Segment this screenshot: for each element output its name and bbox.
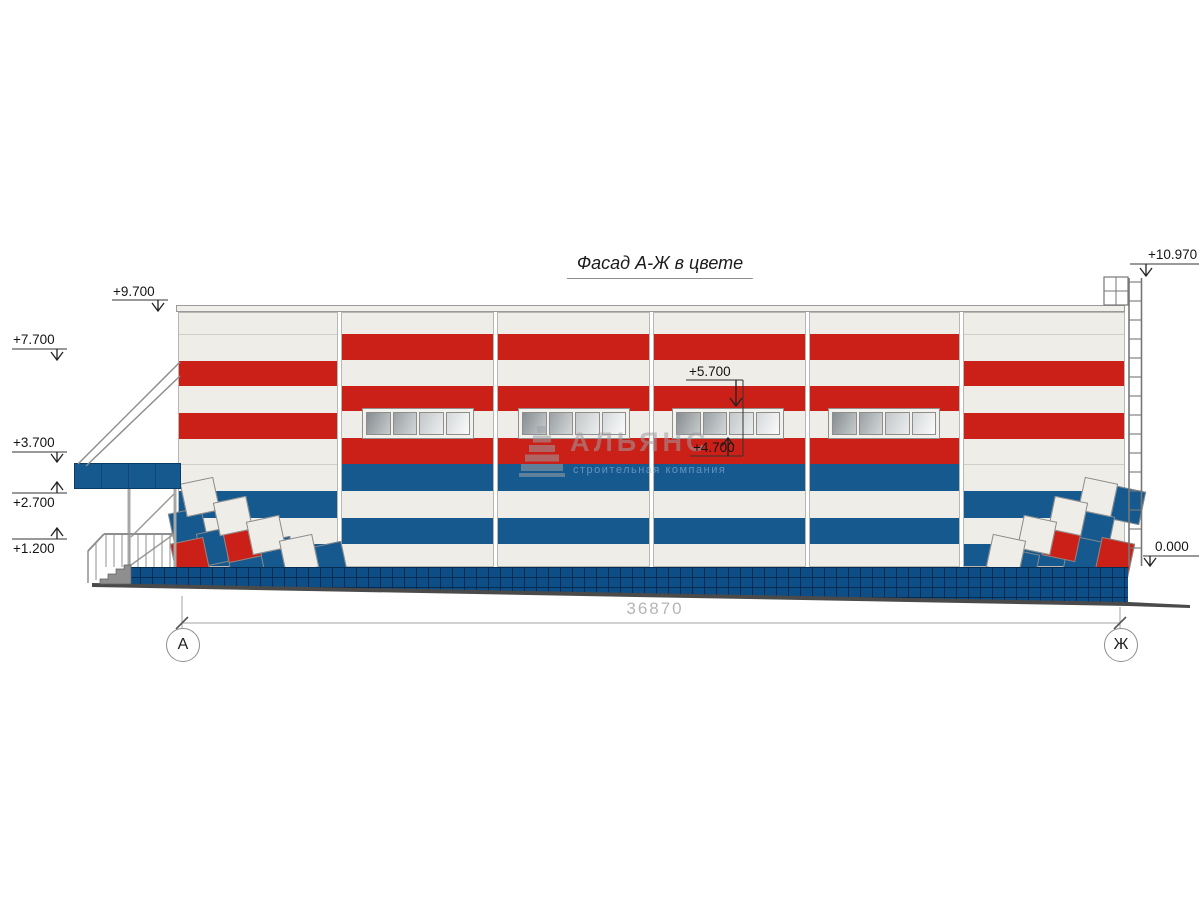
level-label-roof: +9.700 xyxy=(113,284,155,299)
canopy-braces xyxy=(130,493,175,566)
axis-bubble-zh: Ж xyxy=(1104,628,1138,662)
pyramid-logo-icon xyxy=(519,426,565,477)
window-pane xyxy=(575,412,600,435)
canopy-posts xyxy=(127,489,177,567)
axis-bubble-a: А xyxy=(166,628,200,662)
canopy-panel-joint xyxy=(155,464,156,488)
entrance-canopy xyxy=(74,463,181,489)
window-pane xyxy=(858,412,883,435)
window-pane xyxy=(755,412,780,435)
window-pane xyxy=(676,412,701,435)
facade-section-5 xyxy=(809,312,960,567)
total-dimension-value: 36870 xyxy=(626,599,684,618)
entrance-steps xyxy=(99,564,132,585)
level-label-ladder-top: +10.970 xyxy=(1148,247,1198,262)
company-watermark: АЛЬЯНС строительная компания xyxy=(516,423,736,483)
window-pane xyxy=(366,412,391,435)
watermark-subtitle: строительная компания xyxy=(573,464,727,476)
window-pane xyxy=(445,412,470,435)
level-label-window-bottom: +4.700 xyxy=(693,440,735,455)
window-pane xyxy=(832,412,857,435)
watermark-brand: АЛЬЯНС xyxy=(570,427,710,457)
level-label-canopy-bottom: +2.700 xyxy=(13,495,55,510)
window-pane xyxy=(885,412,910,435)
canopy-panel-joint xyxy=(101,464,102,488)
window-pane xyxy=(601,412,626,435)
level-label-upper-left: +7.700 xyxy=(13,332,55,347)
level-label-porch: +1.200 xyxy=(13,541,55,556)
canopy-panel-joint xyxy=(128,464,129,488)
level-label-ground: 0.000 xyxy=(1155,539,1189,554)
window-pane xyxy=(729,412,754,435)
window-band-1 xyxy=(362,408,474,439)
level-label-window-top: +5.700 xyxy=(689,364,731,379)
window-pane xyxy=(392,412,417,435)
window-band-4 xyxy=(828,408,940,439)
canopy-tie-rods xyxy=(77,361,181,467)
facade-section-3 xyxy=(497,312,650,567)
window-pane xyxy=(419,412,444,435)
roof-coping xyxy=(176,305,1125,312)
window-pane xyxy=(911,412,936,435)
facade-section-2 xyxy=(341,312,494,567)
window-pane xyxy=(548,412,573,435)
level-label-canopy-top: +3.700 xyxy=(13,435,55,450)
window-pane xyxy=(702,412,727,435)
drawing-title: Фасад А-Ж в цвете xyxy=(566,253,754,279)
